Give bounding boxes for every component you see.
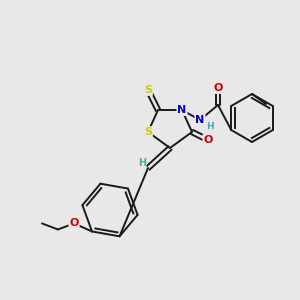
Text: N: N [177,105,187,115]
Text: N: N [195,115,205,125]
Text: H: H [206,122,214,131]
Text: H: H [138,158,146,168]
Text: O: O [213,83,223,93]
Text: S: S [144,85,152,95]
Text: O: O [69,218,79,228]
Text: S: S [144,127,152,137]
Text: O: O [203,135,213,145]
